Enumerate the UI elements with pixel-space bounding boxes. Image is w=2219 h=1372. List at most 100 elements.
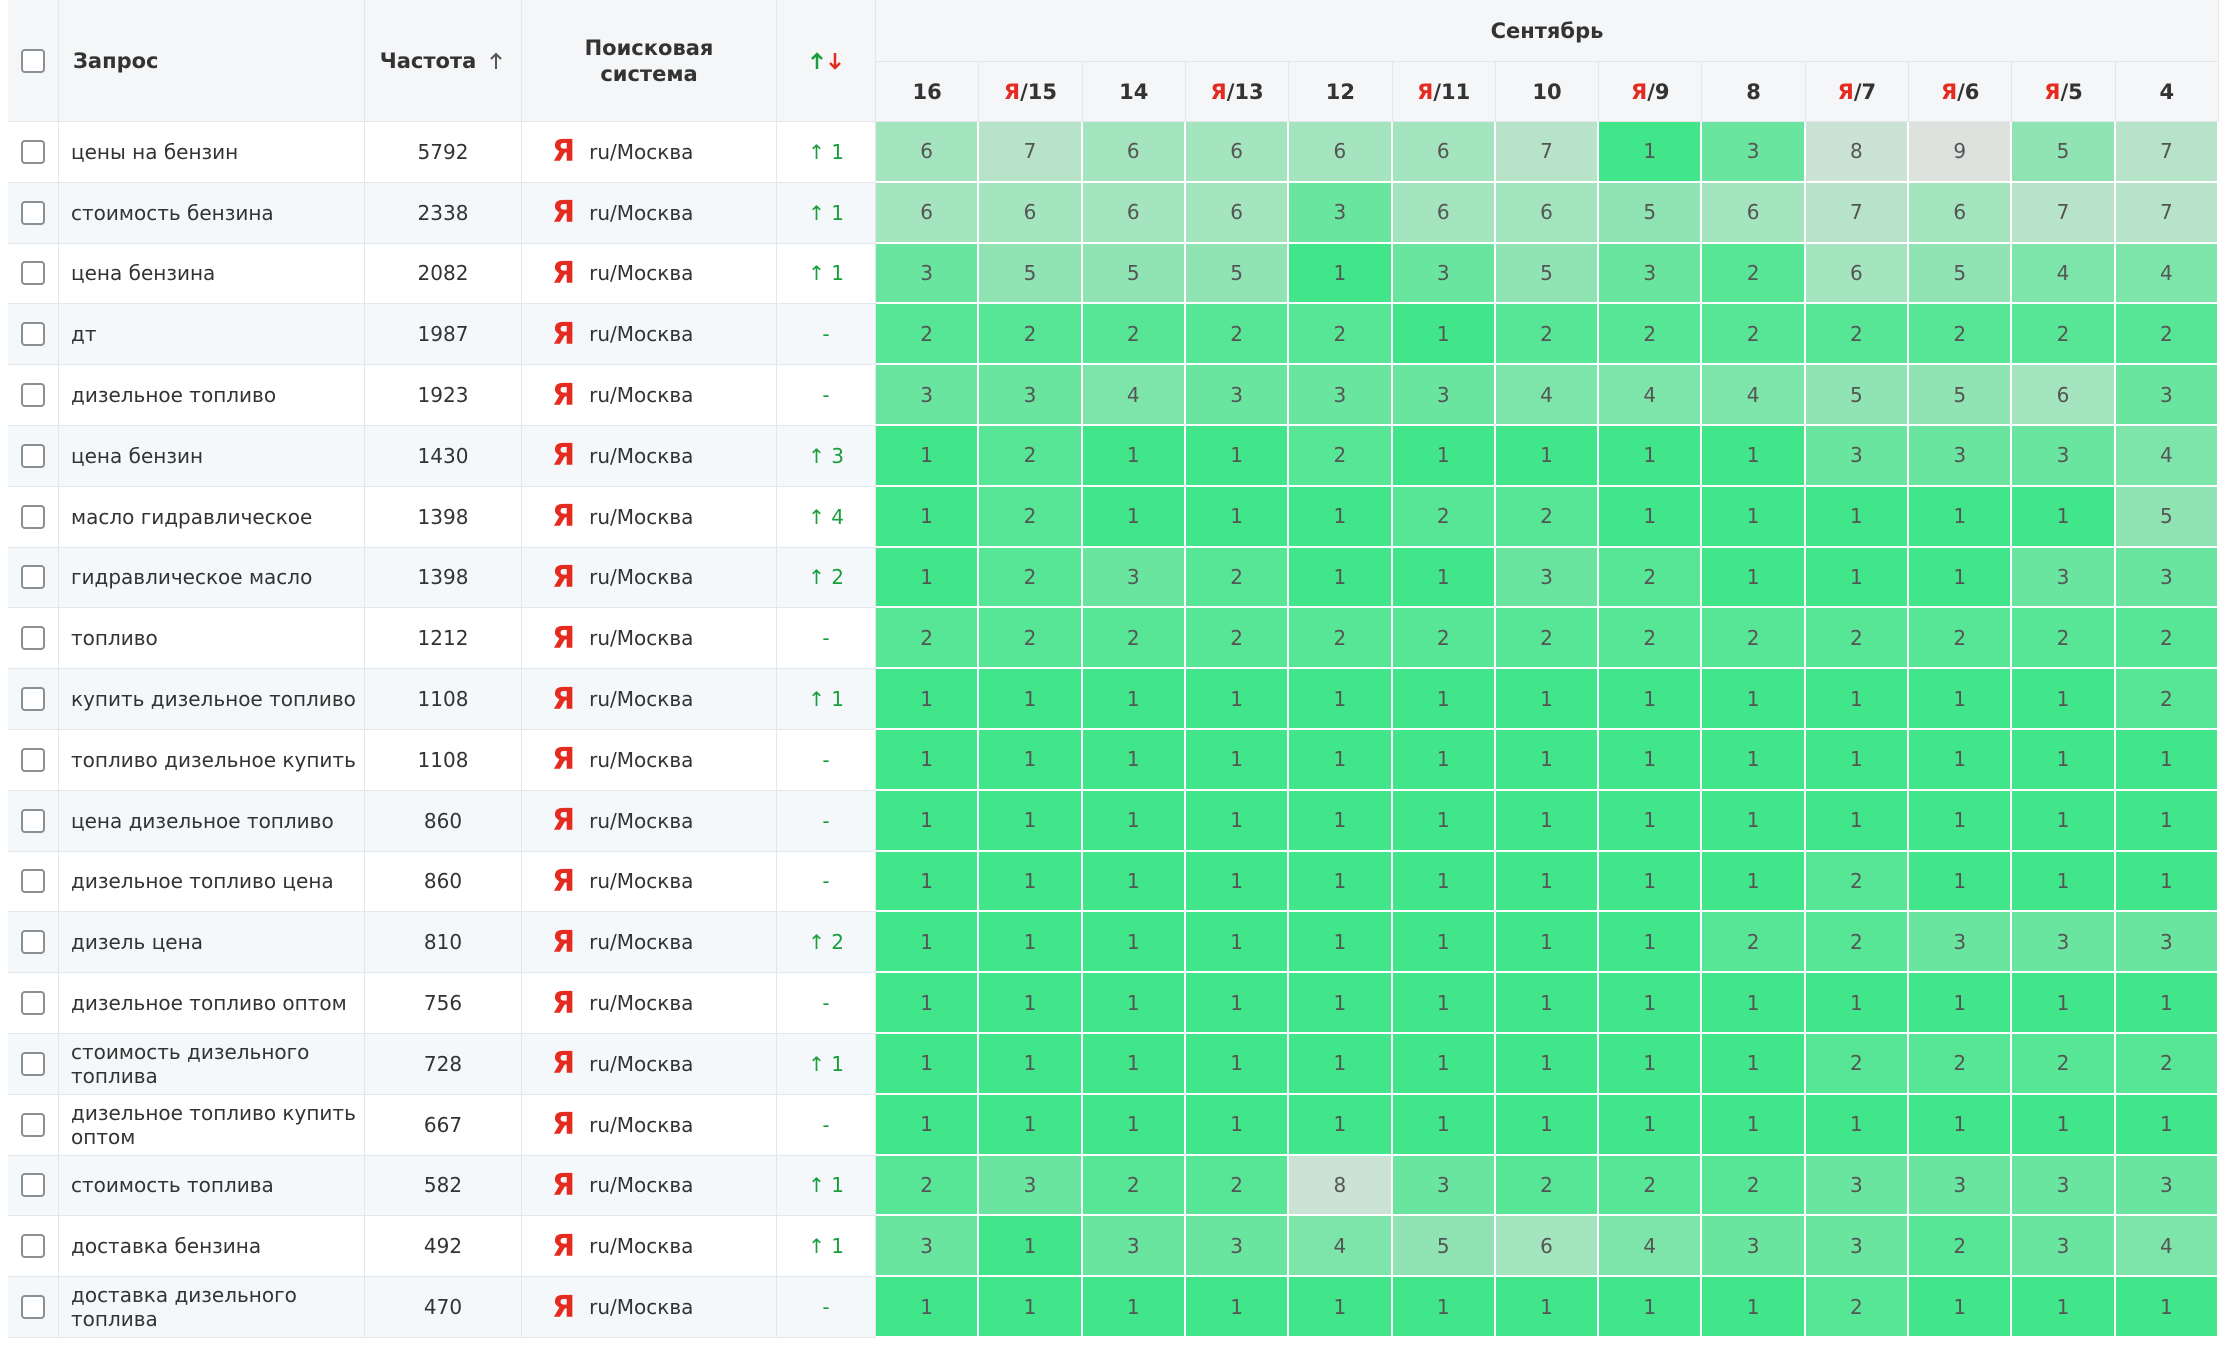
position-cell: 1 xyxy=(1289,1034,1393,1095)
checkbox[interactable] xyxy=(21,1295,45,1320)
checkbox[interactable] xyxy=(21,504,45,529)
checkbox[interactable] xyxy=(21,991,45,1016)
engine-icon: Я xyxy=(552,863,576,899)
header-date: 4 xyxy=(2115,62,2219,122)
checkbox[interactable] xyxy=(21,200,45,225)
position-cell: 1 xyxy=(1289,669,1393,730)
position-cell: 2 xyxy=(1702,304,1806,366)
row-checkbox-cell xyxy=(8,1277,59,1338)
frequency-cell: 2338 xyxy=(365,182,522,244)
checkbox[interactable] xyxy=(21,687,45,712)
checkbox[interactable] xyxy=(21,48,45,73)
query-text: дизель цена xyxy=(71,930,203,955)
position-cell: 1 xyxy=(2012,851,2116,913)
header-change xyxy=(777,0,876,122)
position-cell: 2 xyxy=(1909,1216,2013,1278)
position-cell: 1 xyxy=(1392,973,1496,1034)
change-cell: ↑ 1 xyxy=(777,1216,876,1278)
position-cell: 1 xyxy=(1702,790,1806,852)
query-cell: дизель цена xyxy=(59,912,365,974)
region: ru/Москва xyxy=(589,930,694,955)
position-cell: 1 xyxy=(1909,851,2013,913)
position-cell: 2 xyxy=(2115,608,2219,670)
position-cell: 1 xyxy=(2012,669,2116,730)
checkbox[interactable] xyxy=(21,261,45,286)
row-checkbox-cell xyxy=(8,851,59,913)
position-cell: 1 xyxy=(1185,790,1290,852)
checkbox[interactable] xyxy=(21,383,45,408)
header-frequency[interactable]: Частота xyxy=(365,0,522,122)
position-cell: 7 xyxy=(2115,182,2219,244)
position-cell: 1 xyxy=(1392,730,1496,791)
engine-icon: Я xyxy=(552,620,576,656)
region: ru/Москва xyxy=(589,200,694,225)
checkbox[interactable] xyxy=(21,1051,45,1076)
position-cell: 1 xyxy=(1805,730,1910,791)
position-cell: 3 xyxy=(1392,243,1496,305)
checkbox[interactable] xyxy=(21,930,45,955)
query-text: цена бензина xyxy=(71,261,216,286)
region: ru/Москва xyxy=(589,808,694,833)
date-label: 4 xyxy=(2159,79,2175,104)
position-cell: 2 xyxy=(979,426,1083,487)
checkbox[interactable] xyxy=(21,1173,45,1198)
frequency-cell: 860 xyxy=(365,851,522,913)
position-cell: 5 xyxy=(1909,365,2013,426)
position-cell: 2 xyxy=(1082,1155,1186,1217)
checkbox[interactable] xyxy=(21,1234,45,1259)
position-cell: 1 xyxy=(1909,1094,2013,1156)
header-date: 16 xyxy=(876,62,980,122)
frequency-cell: 1212 xyxy=(365,608,522,670)
position-cell: 2 xyxy=(1909,304,2013,366)
query-text: дизельное топливо цена xyxy=(71,869,334,894)
query-cell: цена бензина xyxy=(59,243,365,305)
position-cell: 1 xyxy=(1909,1277,2013,1338)
engine-icon: Я xyxy=(552,499,576,535)
position-cell: 4 xyxy=(1702,365,1806,426)
position-cell: 2 xyxy=(876,608,980,670)
header-date: Я/13 xyxy=(1185,62,1290,122)
position-cell: 1 xyxy=(1805,669,1910,730)
date-prefix: Я xyxy=(1210,79,1227,104)
position-cell: 1 xyxy=(2012,1094,2116,1156)
checkbox[interactable] xyxy=(21,139,45,164)
checkbox[interactable] xyxy=(21,626,45,651)
checkbox[interactable] xyxy=(21,808,45,833)
position-cell: 3 xyxy=(1805,1216,1910,1278)
checkbox[interactable] xyxy=(21,565,45,590)
position-cell: 2 xyxy=(1185,1155,1290,1217)
position-cell: 1 xyxy=(2115,1277,2219,1338)
position-cell: 1 xyxy=(1392,1277,1496,1338)
position-cell: 5 xyxy=(1495,243,1600,305)
position-cell: 1 xyxy=(1599,486,1703,548)
position-cell: 6 xyxy=(1909,182,2013,244)
position-cell: 1 xyxy=(2012,1277,2116,1338)
position-cell: 1 xyxy=(1185,426,1290,487)
checkbox[interactable] xyxy=(21,869,45,894)
position-cell: 1 xyxy=(1082,730,1186,791)
position-cell: 5 xyxy=(2115,486,2219,548)
checkbox[interactable] xyxy=(21,443,45,468)
change-cell: ↑ 1 xyxy=(777,243,876,305)
region: ru/Москва xyxy=(589,565,694,590)
position-cell: 2 xyxy=(1805,608,1910,670)
position-cell: 1 xyxy=(1495,426,1600,487)
row-checkbox-cell xyxy=(8,122,59,183)
checkbox[interactable] xyxy=(21,322,45,347)
position-cell: 3 xyxy=(876,243,980,305)
position-cell: 4 xyxy=(2115,243,2219,305)
date-label: /6 xyxy=(1957,79,1980,104)
date-prefix: Я xyxy=(2044,79,2061,104)
row-checkbox-cell xyxy=(8,365,59,426)
row-checkbox-cell xyxy=(8,1034,59,1095)
checkbox[interactable] xyxy=(21,747,45,772)
position-cell: 1 xyxy=(2012,790,2116,852)
position-cell: 1 xyxy=(1082,1277,1186,1338)
position-cell: 6 xyxy=(876,182,980,244)
checkbox[interactable] xyxy=(21,1112,45,1137)
position-cell: 1 xyxy=(2012,486,2116,548)
position-cell: 7 xyxy=(1805,182,1910,244)
